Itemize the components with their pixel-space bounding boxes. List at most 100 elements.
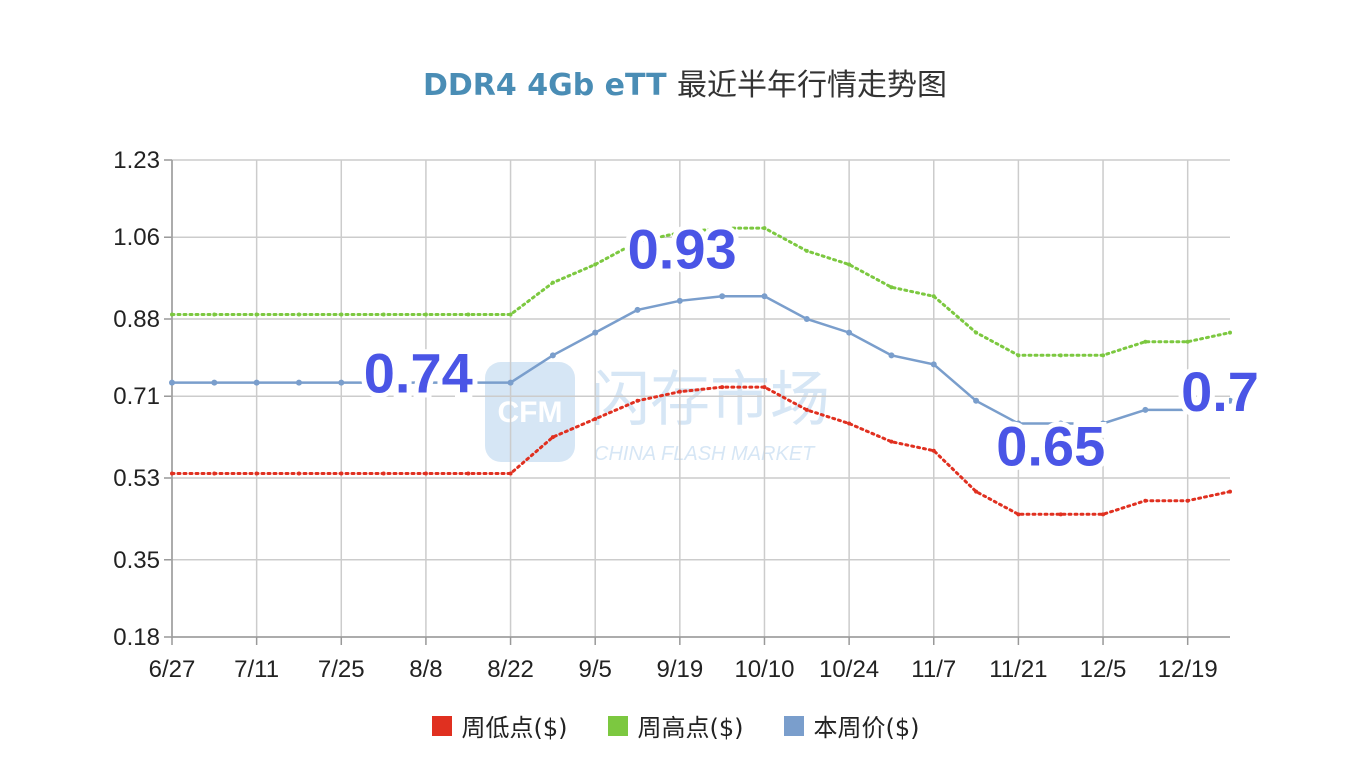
- point-high[interactable]: [889, 285, 894, 290]
- point-price[interactable]: [1015, 420, 1022, 427]
- point-low[interactable]: [762, 385, 767, 390]
- point-price[interactable]: [169, 379, 175, 386]
- point-low[interactable]: [889, 439, 894, 444]
- y-tick-label: 0.88: [113, 306, 160, 333]
- point-price[interactable]: [338, 379, 345, 386]
- point-high[interactable]: [296, 312, 301, 317]
- point-price[interactable]: [1100, 420, 1107, 427]
- point-price[interactable]: [380, 379, 387, 386]
- point-high[interactable]: [212, 312, 217, 317]
- point-low[interactable]: [466, 471, 471, 476]
- legend-item-price[interactable]: 本周价($): [783, 708, 920, 743]
- point-high[interactable]: [677, 230, 682, 235]
- point-high[interactable]: [381, 312, 386, 317]
- point-price[interactable]: [1057, 420, 1064, 427]
- point-price[interactable]: [634, 306, 641, 313]
- point-low[interactable]: [296, 471, 301, 476]
- point-price[interactable]: [888, 352, 895, 359]
- point-low[interactable]: [381, 471, 386, 476]
- point-low[interactable]: [508, 471, 513, 476]
- point-price[interactable]: [253, 379, 260, 386]
- point-high[interactable]: [170, 312, 174, 317]
- point-high[interactable]: [466, 312, 471, 317]
- point-high[interactable]: [1058, 353, 1063, 358]
- point-low[interactable]: [804, 407, 809, 412]
- legend-swatch-high: [607, 715, 628, 736]
- point-price[interactable]: [507, 379, 514, 386]
- point-high[interactable]: [508, 312, 513, 317]
- point-high[interactable]: [550, 280, 555, 285]
- point-low[interactable]: [931, 448, 936, 453]
- point-low[interactable]: [593, 416, 598, 421]
- x-tick-label: 11/7: [911, 656, 956, 683]
- point-low[interactable]: [1228, 489, 1232, 494]
- point-price[interactable]: [930, 361, 937, 368]
- point-low[interactable]: [720, 385, 725, 390]
- point-low[interactable]: [1058, 512, 1063, 517]
- point-high[interactable]: [1185, 339, 1190, 344]
- x-tick-label: 12/19: [1158, 656, 1218, 683]
- point-high[interactable]: [254, 312, 259, 317]
- point-price[interactable]: [295, 379, 302, 386]
- point-price[interactable]: [549, 352, 556, 359]
- point-high[interactable]: [593, 262, 598, 267]
- point-low[interactable]: [847, 421, 852, 426]
- point-high[interactable]: [1101, 353, 1106, 358]
- point-low[interactable]: [423, 471, 428, 476]
- point-high[interactable]: [1228, 330, 1232, 335]
- grid: [164, 159, 1230, 645]
- x-axis: 6/27 7/11 7/25 8/8 8/22 9/5 9/19 10/10 10/24 11/7…: [149, 656, 1218, 683]
- point-price[interactable]: [592, 329, 599, 336]
- point-high[interactable]: [931, 294, 936, 299]
- y-tick-label: 1.23: [113, 147, 160, 174]
- x-tick-label: 7/11: [234, 656, 279, 683]
- point-high[interactable]: [423, 312, 428, 317]
- legend-item-high[interactable]: 周高点($): [607, 708, 744, 743]
- point-price[interactable]: [803, 316, 810, 322]
- point-price[interactable]: [465, 379, 472, 386]
- point-high[interactable]: [635, 239, 640, 244]
- point-price[interactable]: [676, 297, 683, 304]
- point-price[interactable]: [422, 379, 429, 386]
- point-high[interactable]: [762, 226, 767, 231]
- point-low[interactable]: [212, 471, 217, 476]
- point-high[interactable]: [1016, 353, 1021, 358]
- point-high[interactable]: [1143, 339, 1148, 344]
- point-price[interactable]: [1142, 406, 1149, 413]
- point-low[interactable]: [254, 471, 259, 476]
- point-low[interactable]: [677, 389, 682, 394]
- point-low[interactable]: [1101, 512, 1106, 517]
- point-low[interactable]: [550, 435, 555, 440]
- x-tick-label: 12/5: [1080, 656, 1127, 683]
- point-price[interactable]: [1184, 406, 1191, 413]
- legend: 周低点($) 周高点($) 本周价($): [0, 708, 1351, 743]
- x-tick-label: 10/24: [819, 656, 879, 683]
- point-low[interactable]: [1185, 498, 1190, 503]
- point-high[interactable]: [804, 248, 809, 253]
- point-low[interactable]: [1016, 512, 1021, 517]
- point-price[interactable]: [1227, 397, 1233, 404]
- point-price[interactable]: [846, 329, 853, 336]
- y-tick-label: 1.06: [113, 224, 160, 251]
- point-high[interactable]: [339, 312, 344, 317]
- x-tick-label: 11/21: [989, 656, 1047, 683]
- watermark-cn: 闪存市场: [590, 365, 830, 435]
- point-price[interactable]: [211, 379, 218, 386]
- point-low[interactable]: [1143, 498, 1148, 503]
- point-price[interactable]: [761, 293, 768, 300]
- point-price[interactable]: [973, 397, 980, 404]
- point-low[interactable]: [635, 398, 640, 403]
- point-low[interactable]: [339, 471, 344, 476]
- point-high[interactable]: [720, 226, 725, 231]
- point-high[interactable]: [974, 330, 979, 335]
- callouts: 0.74 0.93 0.65 0.7: [359, 212, 1264, 482]
- point-low[interactable]: [974, 489, 979, 494]
- point-low[interactable]: [170, 471, 174, 476]
- legend-item-low[interactable]: 周低点($): [431, 708, 568, 743]
- point-high[interactable]: [847, 262, 852, 267]
- point-price[interactable]: [719, 293, 726, 300]
- y-axis: 0.18 0.35 0.53 0.71 0.88 1.06 1.23: [113, 147, 160, 651]
- x-tick-label: 8/22: [487, 656, 534, 683]
- legend-swatch-low: [431, 715, 452, 736]
